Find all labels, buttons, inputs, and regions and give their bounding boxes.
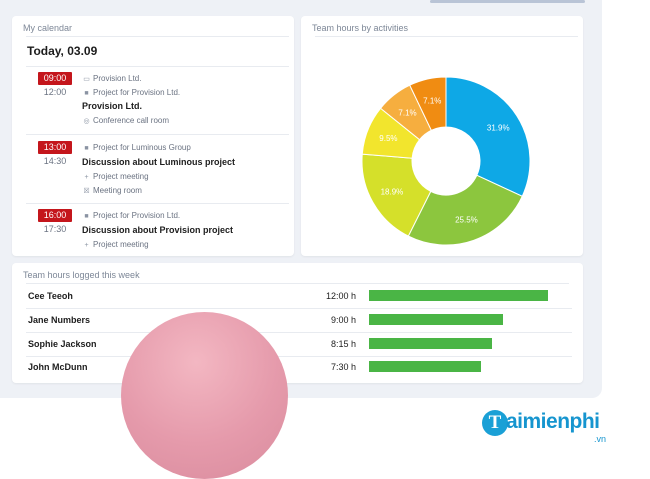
event-title[interactable]: Discussion about Luminous project [82, 157, 236, 167]
hours-row[interactable]: John McDunn 7:30 h [26, 356, 572, 380]
event-location: ◎ Conference call room [83, 116, 170, 125]
briefcase-icon: ■ [84, 90, 89, 97]
member-name: Cee Teeoh [28, 291, 73, 301]
member-hours: 12:00 h [325, 291, 356, 301]
calendar-card: My calendar Today, 03.09 09:00 12:00 ▭ Pr… [12, 16, 294, 256]
briefcase-icon: ■ [84, 213, 89, 220]
plus-icon: + [84, 174, 89, 181]
divider [26, 332, 572, 333]
hours-title: Team hours logged this week [23, 270, 140, 280]
event-project: ■ Project for Provision Ltd. [82, 88, 180, 97]
event-end-time: 12:00 [43, 87, 67, 97]
pie-slice[interactable] [445, 76, 531, 197]
event-type: + Project meeting [82, 172, 148, 181]
event-type: + Project meeting [82, 240, 148, 249]
member-hours: 9:00 h [330, 315, 356, 325]
briefcase-icon: ■ [84, 145, 89, 152]
pie-slice[interactable] [407, 174, 523, 246]
divider [26, 66, 289, 67]
pie-slice[interactable] [361, 153, 432, 237]
event-start-time: 13:00 [38, 141, 72, 154]
calendar-title: My calendar [23, 23, 73, 33]
event-project: ■ Project for Provision Ltd. [82, 211, 180, 220]
dashboard-board: My calendar Today, 03.09 09:00 12:00 ▭ Pr… [0, 0, 602, 398]
event-location: ☒ Meeting room [83, 186, 142, 195]
activities-chart-card: Team hours by activities 31.9% 25.5% 18.9%… [301, 16, 583, 256]
divider [26, 356, 572, 357]
hours-row[interactable]: Cee Teeoh 12:00 h [26, 285, 572, 309]
member-hours: 7:30 h [330, 362, 356, 372]
hours-card: Team hours logged this week Cee Teeoh 12:… [12, 263, 583, 383]
pink-bubble [121, 312, 288, 479]
meeting-icon: ☒ [83, 188, 90, 195]
plus-icon: + [84, 242, 89, 249]
hours-row[interactable]: Sophie Jackson 8:15 h [26, 333, 572, 357]
event-start-time: 16:00 [38, 209, 72, 222]
calendar-date: Today, 03.09 [27, 44, 98, 58]
hours-bar [369, 290, 548, 301]
divider [26, 36, 289, 37]
hours-bar [369, 338, 492, 349]
event-title[interactable]: Provision Ltd. [82, 101, 143, 111]
brand-name: aimienphi [506, 410, 600, 433]
event-project: ■ Project for Luminous Group [82, 143, 190, 152]
member-hours: 8:15 h [330, 339, 356, 349]
folder-icon: ▭ [83, 76, 90, 83]
hours-row[interactable]: Jane Numbers 9:00 h [26, 309, 572, 333]
brand-logo: T aimienphi .vn [482, 404, 622, 454]
member-name: Jane Numbers [28, 315, 91, 325]
event-end-time: 14:30 [43, 156, 67, 166]
event-end-time: 17:30 [43, 224, 67, 234]
slice-label: 9.5% [379, 134, 397, 143]
divider [26, 308, 572, 309]
slice-label: 18.9% [381, 187, 404, 196]
hours-bar [369, 314, 503, 325]
divider [26, 203, 289, 204]
member-name: Sophie Jackson [28, 339, 97, 349]
chart-title: Team hours by activities [312, 23, 409, 33]
event-title[interactable]: Discussion about Provision project [82, 225, 234, 235]
slice-label: 7.1% [423, 97, 441, 106]
location-icon: ◎ [83, 118, 90, 125]
top-accent [430, 0, 585, 3]
event-start-time: 09:00 [38, 72, 72, 85]
hours-bar [369, 361, 481, 372]
member-name: John McDunn [28, 362, 88, 372]
brand-initial: T [482, 410, 508, 436]
event-client: ▭ Provision Ltd. [83, 74, 142, 83]
slice-label: 31.9% [487, 124, 510, 133]
divider [315, 36, 578, 37]
divider [26, 283, 569, 284]
slice-label: 7.1% [398, 108, 416, 117]
pie-slice[interactable] [409, 76, 447, 131]
divider [26, 134, 289, 135]
slice-label: 25.5% [455, 216, 478, 225]
donut-chart: 31.9% 25.5% 18.9% 9.5% 7.1% 7.1% [361, 76, 531, 246]
brand-suffix: .vn [594, 434, 607, 444]
